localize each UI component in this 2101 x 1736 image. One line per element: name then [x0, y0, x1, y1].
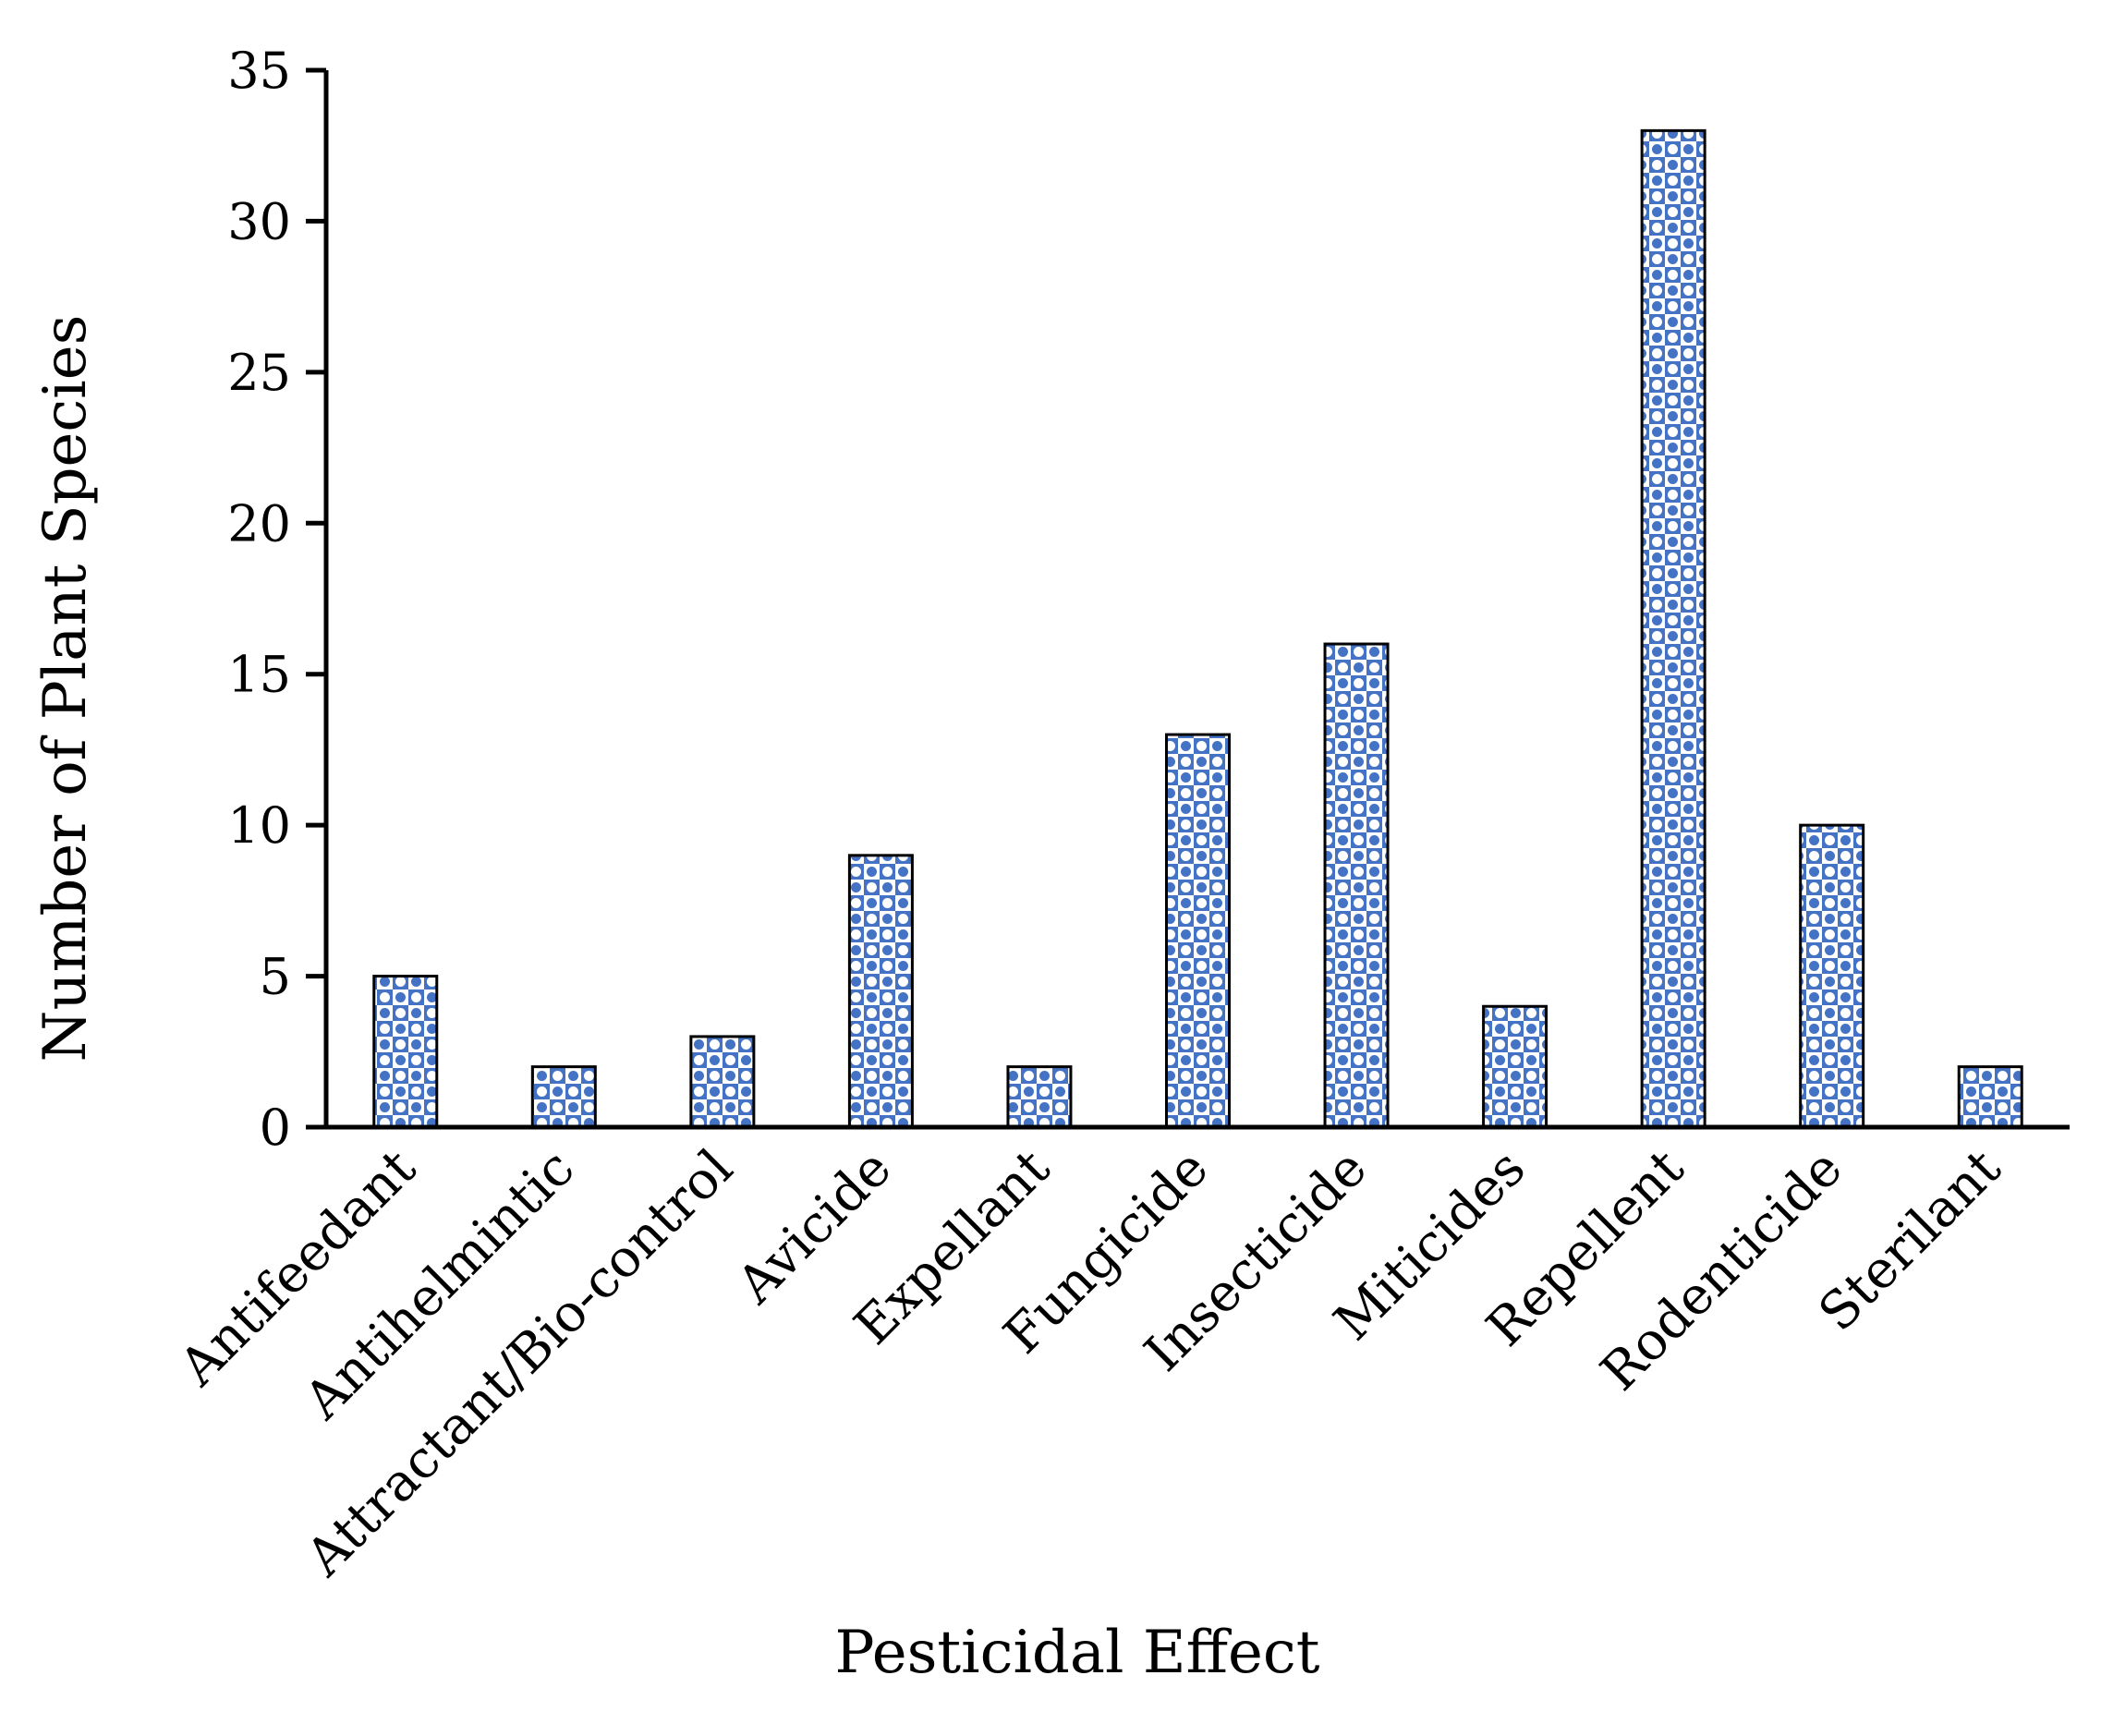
y-tick-label: 15: [227, 646, 291, 704]
y-tick-label: 5: [260, 948, 291, 1006]
y-axis-title: Number of Plant Species: [31, 315, 100, 1062]
x-axis-title: Pesticidal Effect: [835, 1619, 1320, 1687]
axes-layer: [306, 70, 2070, 1130]
bar-expellant: [1006, 1065, 1073, 1129]
y-ticks: 0 5 10 15 20 25 30 35: [227, 42, 326, 1157]
bar-attractant-bio-control: [689, 1035, 756, 1129]
x-tick-label: Antihelmintic: [293, 1138, 586, 1431]
bar-insecticide: [1323, 642, 1390, 1129]
bar-fungicide: [1165, 733, 1231, 1129]
bar-antifeedant: [372, 975, 439, 1129]
bar-avicide: [847, 854, 914, 1129]
y-tick-label: 10: [227, 796, 291, 855]
bar-rodenticide: [1799, 823, 1865, 1129]
y-tick-label: 35: [227, 42, 291, 100]
bar-sterilant: [1957, 1065, 2023, 1129]
bar-miticides: [1482, 1004, 1548, 1129]
bars-layer: [372, 128, 2023, 1129]
x-tick-labels: AntifeedantAntihelminticAttractant/Bio-c…: [167, 1138, 2012, 1589]
bar-antihelmintic: [530, 1065, 597, 1129]
y-tick-label: 20: [227, 494, 291, 552]
y-tick-label: 0: [260, 1099, 291, 1157]
bar-repellent: [1640, 128, 1706, 1129]
y-tick-label: 25: [227, 344, 291, 402]
y-tick-label: 30: [227, 192, 291, 250]
